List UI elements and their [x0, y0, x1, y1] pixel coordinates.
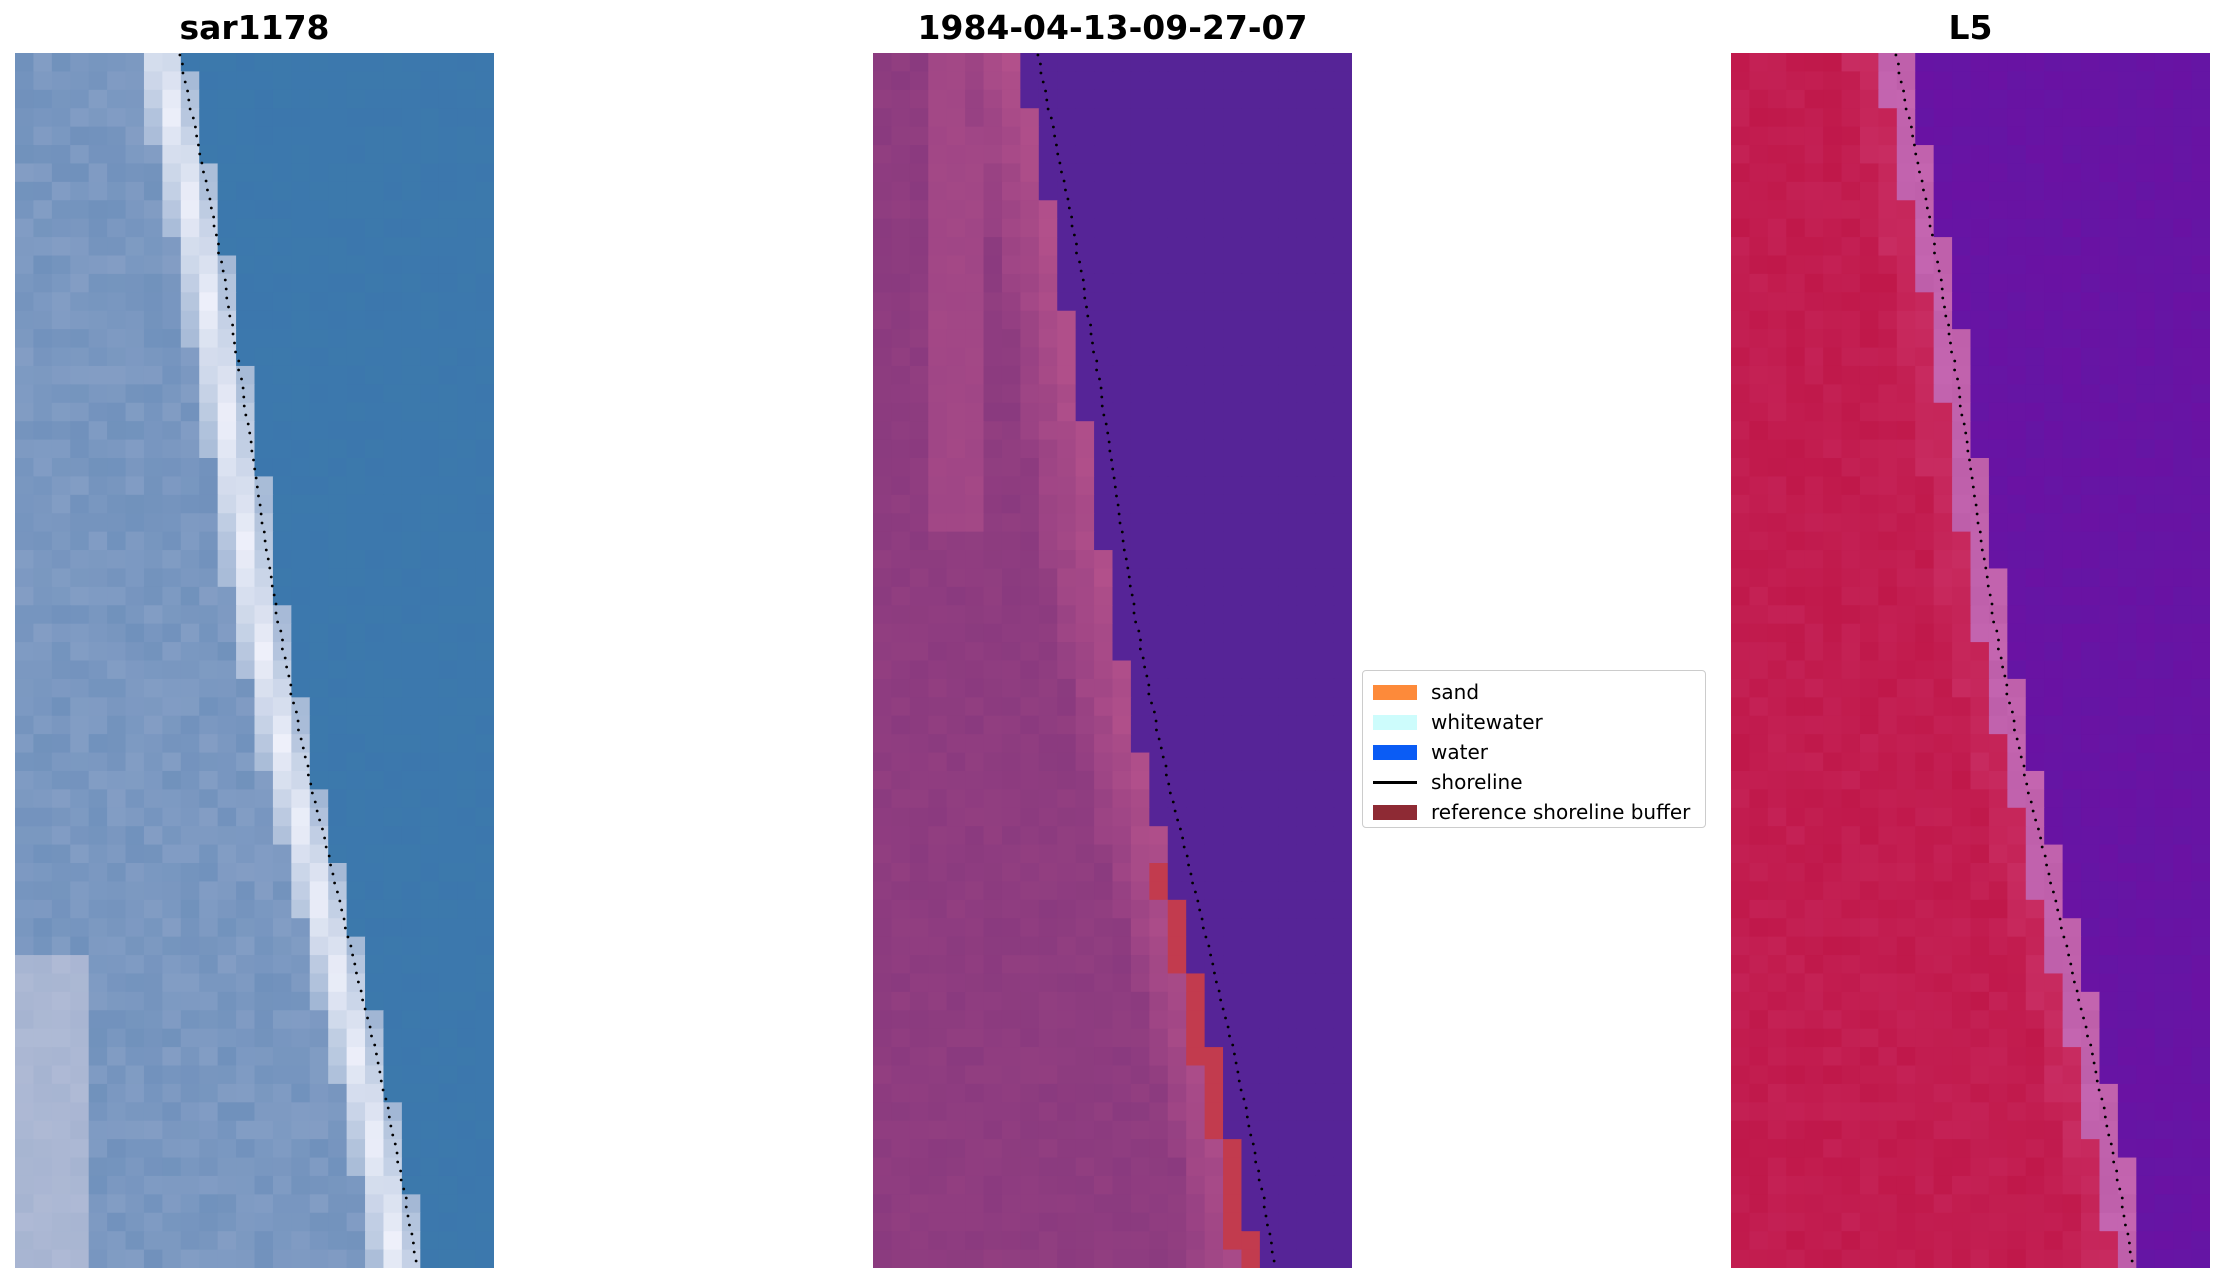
- shoreline-dots: [178, 53, 418, 1263]
- whitewater-swatch: [1373, 714, 1417, 730]
- shoreline-line-swatch: [1373, 780, 1417, 784]
- legend-item-buffer: reference shoreline buffer: [1373, 797, 1695, 827]
- index-image-panel: [1731, 53, 2210, 1268]
- image-raster: [15, 53, 494, 1268]
- image-raster: [1731, 53, 2210, 1268]
- shoreline-dots: [1036, 53, 1276, 1263]
- panel-title-index: L5: [1948, 8, 1993, 47]
- image-raster: [873, 53, 1352, 1268]
- panel-title-classified: 1984-04-13-09-27-07: [917, 8, 1308, 47]
- panel-title-rgb: sar1178: [179, 8, 330, 47]
- water-swatch: [1373, 744, 1417, 760]
- legend-item-water: water: [1373, 737, 1695, 767]
- legend-item-shoreline: shoreline: [1373, 767, 1695, 797]
- legend-item-sand: sand: [1373, 677, 1695, 707]
- legend-label-shoreline: shoreline: [1431, 770, 1523, 794]
- legend: sand whitewater water shoreline referenc…: [1362, 670, 1706, 828]
- buffer-swatch: [1373, 804, 1417, 820]
- shoreline-dots: [1894, 53, 2134, 1263]
- legend-label-water: water: [1431, 740, 1488, 764]
- sand-swatch: [1373, 684, 1417, 700]
- legend-label-sand: sand: [1431, 680, 1480, 704]
- legend-label-buffer: reference shoreline buffer: [1431, 800, 1691, 824]
- legend-item-whitewater: whitewater: [1373, 707, 1695, 737]
- rgb-image-panel: [15, 53, 494, 1268]
- legend-label-whitewater: whitewater: [1431, 710, 1543, 734]
- classified-image-panel: [873, 53, 1352, 1268]
